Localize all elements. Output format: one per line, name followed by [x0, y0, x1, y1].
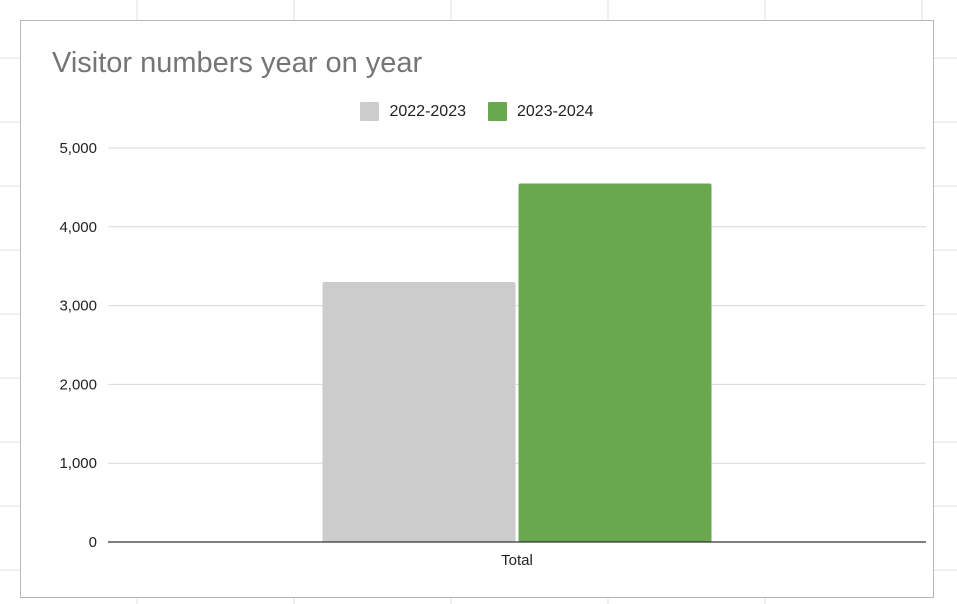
legend-swatch-series-2: [488, 102, 507, 121]
y-tick-label: 5,000: [59, 140, 97, 157]
x-tick-label: Total: [501, 552, 533, 569]
bar-chart-plot: 0 1,000 2,000 3,000 4,000 5,000 Total: [59, 140, 926, 569]
bar-2-total[interactable]: [518, 183, 712, 542]
chart-title: Visitor numbers year on year: [52, 47, 423, 79]
legend-item-series-2[interactable]: 2023-2024: [488, 102, 594, 121]
y-tick-label: 1,000: [59, 455, 97, 472]
y-tick-label: 2,000: [59, 376, 97, 393]
bar-1-total[interactable]: [322, 281, 516, 542]
legend-swatch-series-1: [360, 102, 380, 121]
legend-label-series-1: 2022-2023: [389, 102, 466, 120]
legend-label-series-2: 2023-2024: [517, 102, 594, 120]
y-tick-label: 4,000: [59, 219, 97, 236]
legend-item-series-1[interactable]: 2022-2023: [360, 102, 466, 121]
chart-container[interactable]: Visitor numbers year on year 2022-2023 2…: [20, 20, 934, 598]
y-tick-label: 3,000: [59, 298, 97, 315]
y-tick-label: 0: [89, 534, 97, 551]
chart-legend: 2022-2023 2023-2024: [21, 102, 933, 121]
